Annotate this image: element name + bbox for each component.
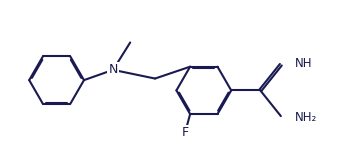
Text: F: F xyxy=(181,126,189,140)
Text: N: N xyxy=(108,63,118,76)
Text: NH: NH xyxy=(295,57,313,69)
Text: NH₂: NH₂ xyxy=(295,111,318,124)
